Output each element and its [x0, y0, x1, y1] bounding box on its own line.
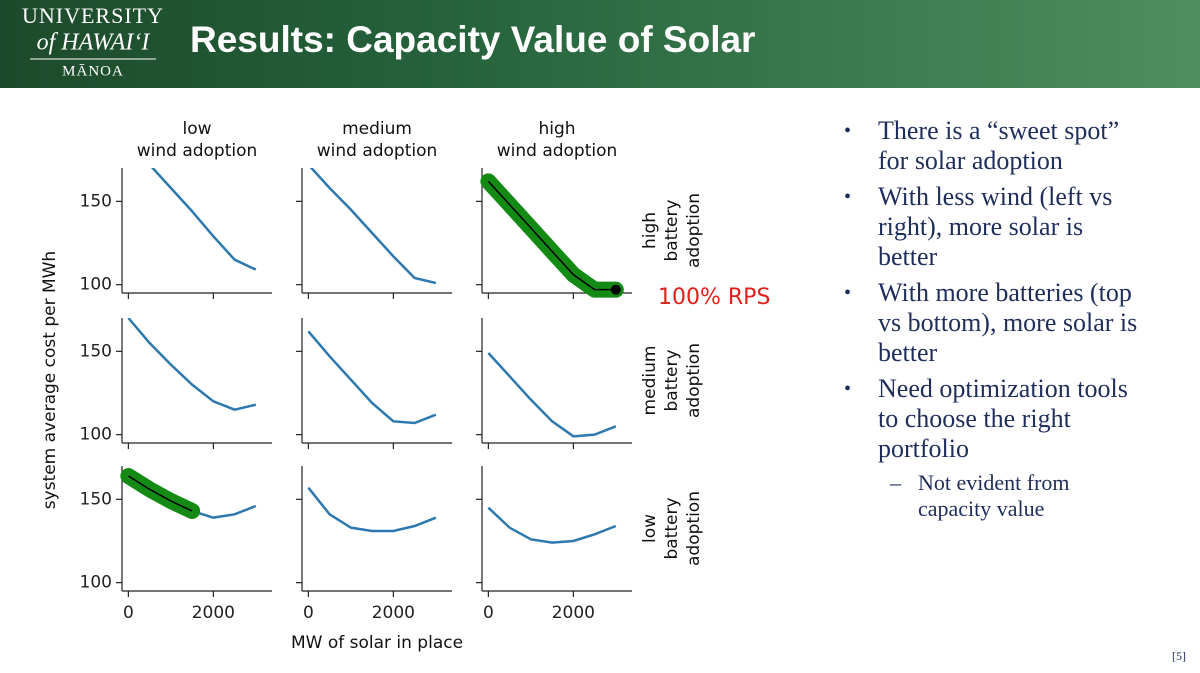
- logo-line: MĀNOA: [62, 63, 124, 79]
- series-line: [127, 318, 257, 411]
- row-title: high: [640, 212, 660, 249]
- sub-bullet: Not evident from capacity value: [840, 470, 1118, 522]
- x-tick-label: 2000: [552, 603, 595, 623]
- x-axis-label: MW of solar in place: [291, 633, 463, 653]
- page-number: [5]: [1172, 649, 1186, 663]
- y-tick-label: 100: [80, 573, 112, 593]
- bullet: With more batteries (top vs bottom), mor…: [840, 278, 1140, 368]
- y-axis-label: system average cost per MWh: [40, 251, 60, 509]
- row-title: adoption: [684, 343, 704, 418]
- x-tick-label: 0: [303, 603, 314, 623]
- highlight-line: [487, 180, 616, 291]
- row-title: adoption: [684, 491, 704, 566]
- bullet: Need optimization tools to choose the ri…: [840, 374, 1140, 464]
- x-tick-label: 0: [123, 603, 134, 623]
- column-title: wind adoption: [137, 141, 258, 161]
- y-tick-label: 150: [80, 489, 112, 509]
- y-tick-label: 100: [80, 425, 112, 445]
- column-title: high: [538, 119, 575, 139]
- series-line: [150, 168, 257, 271]
- column-title: low: [182, 119, 211, 139]
- column-title: wind adoption: [317, 141, 438, 161]
- end-marker: [610, 284, 621, 295]
- series-line: [487, 506, 617, 544]
- row-title: medium: [640, 346, 660, 416]
- logo-line: of HAWAIʻI: [37, 30, 151, 56]
- highlight-line: [127, 475, 193, 512]
- y-tick-label: 100: [80, 275, 112, 295]
- x-tick-label: 2000: [192, 603, 235, 623]
- row-title: battery: [662, 497, 682, 559]
- annotation: 100% RPS: [658, 285, 770, 310]
- bullet: There is a “sweet spot” for solar adopti…: [840, 116, 1140, 176]
- series-line: [309, 168, 437, 285]
- row-title: battery: [662, 349, 682, 411]
- column-title: medium: [342, 119, 412, 139]
- x-tick-label: 0: [483, 603, 494, 623]
- column-title: wind adoption: [497, 141, 618, 161]
- y-tick-label: 150: [80, 341, 112, 361]
- row-title: adoption: [684, 193, 704, 268]
- logo-line: UNIVERSITY: [22, 3, 164, 28]
- slide-title: Results: Capacity Value of Solar: [190, 19, 755, 60]
- bullet: With less wind (left vs right), more sol…: [840, 182, 1140, 272]
- bullet-list: There is a “sweet spot” for solar adopti…: [840, 116, 1140, 522]
- header-band: [0, 0, 1200, 88]
- row-title: low: [640, 514, 660, 543]
- series-line: [487, 352, 617, 438]
- highlight-band: [480, 173, 624, 298]
- row-title: battery: [662, 199, 682, 261]
- y-tick-label: 150: [80, 191, 112, 211]
- series-line: [307, 486, 437, 533]
- series-line: [307, 330, 437, 425]
- x-tick-label: 2000: [372, 603, 415, 623]
